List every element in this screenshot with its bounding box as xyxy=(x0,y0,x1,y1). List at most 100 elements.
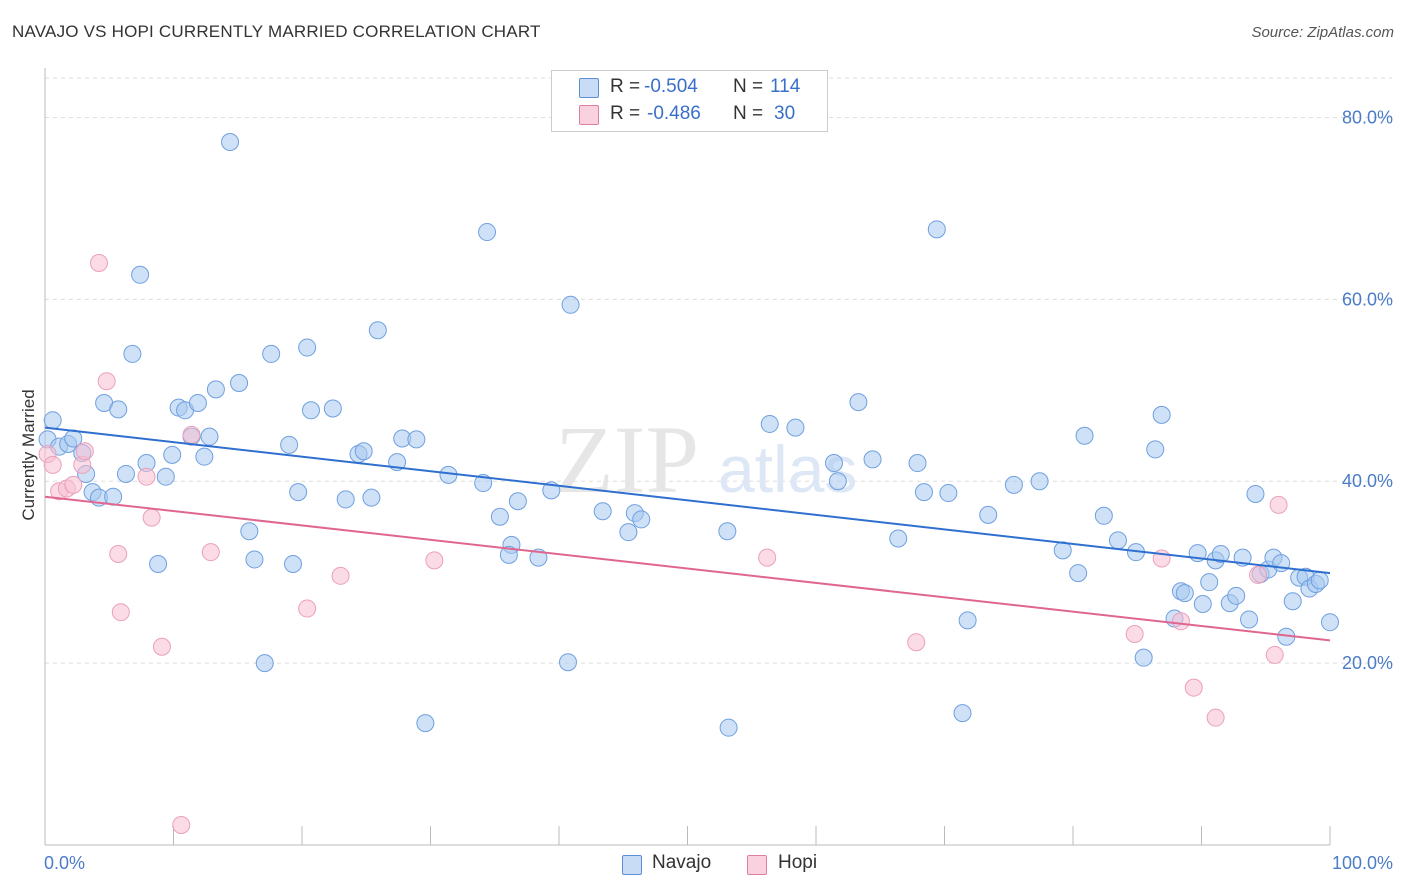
hopi-point xyxy=(109,544,128,563)
navajo-point xyxy=(289,483,308,502)
navajo-point xyxy=(262,344,281,363)
navajo-point xyxy=(1227,586,1246,605)
watermark-zip: ZIP xyxy=(555,406,699,513)
navajo-point xyxy=(188,394,207,413)
legend-n-label: N = xyxy=(733,103,764,124)
series-navajo-points xyxy=(38,133,1339,737)
navajo-point xyxy=(1200,573,1219,592)
navajo-point xyxy=(1069,564,1088,583)
navajo-point xyxy=(368,321,387,340)
hopi-point xyxy=(1125,625,1144,644)
navajo-point xyxy=(478,223,497,242)
navajo-point xyxy=(240,522,259,541)
navajo-point xyxy=(336,490,355,509)
x-tick-labels: 0.0% 100.0% xyxy=(44,853,1393,873)
y-tick-label: 80.0% xyxy=(1342,107,1393,127)
hopi-point xyxy=(201,543,220,562)
navajo-point xyxy=(474,474,493,493)
hopi-point xyxy=(758,548,777,567)
navajo-point xyxy=(416,714,435,733)
navajo-point xyxy=(116,464,135,483)
hopi-point xyxy=(137,467,156,486)
navajo-point xyxy=(407,430,426,449)
navajo-point xyxy=(1310,571,1329,590)
legend-swatch-hopi xyxy=(579,105,599,125)
hopi-point xyxy=(1184,678,1203,697)
bottom-legend-swatch-hopi xyxy=(747,855,767,875)
navajo-point xyxy=(561,295,580,314)
bottom-legend-navajo: Navajo xyxy=(652,852,712,873)
trend-line-hopi xyxy=(44,495,1331,642)
navajo-point xyxy=(939,484,958,503)
legend-r-value: -0.504 xyxy=(644,76,698,97)
navajo-point xyxy=(1134,648,1153,667)
navajo-point xyxy=(298,338,317,357)
bottom-legend-hopi: Hopi xyxy=(778,852,818,873)
navajo-point xyxy=(508,492,527,511)
hopi-point xyxy=(1249,565,1268,584)
navajo-point xyxy=(149,554,168,573)
navajo-point xyxy=(828,472,847,491)
navajo-point xyxy=(206,380,225,399)
navajo-point xyxy=(1152,405,1171,424)
navajo-point xyxy=(301,401,320,420)
navajo-point xyxy=(619,523,638,542)
navajo-point xyxy=(230,374,249,393)
navajo-point xyxy=(1004,475,1023,494)
navajo-point xyxy=(354,442,373,461)
y-axis-label: Currently Married xyxy=(19,389,38,520)
hopi-point xyxy=(111,603,130,622)
hopi-point xyxy=(907,633,926,652)
navajo-point xyxy=(632,510,651,529)
navajo-point xyxy=(927,220,946,239)
navajo-point xyxy=(1094,506,1113,525)
hopi-point xyxy=(1269,495,1288,514)
navajo-point xyxy=(718,522,737,541)
navajo-point xyxy=(245,550,264,569)
hopi-point xyxy=(64,475,83,494)
navajo-point xyxy=(123,344,142,363)
gridlines xyxy=(45,77,1392,664)
navajo-point xyxy=(719,718,738,737)
navajo-point xyxy=(1321,613,1339,632)
hopi-point xyxy=(75,442,94,461)
navajo-point xyxy=(280,435,299,454)
legend-r-label: R = xyxy=(610,76,641,97)
navajo-point xyxy=(889,529,908,548)
hopi-point xyxy=(182,425,201,444)
navajo-point xyxy=(979,505,998,524)
navajo-point xyxy=(200,427,219,446)
navajo-point xyxy=(195,447,214,466)
legend-swatch-navajo xyxy=(579,78,599,98)
legend-row-navajo: R = -0.504 N = 114 xyxy=(552,74,827,100)
navajo-point xyxy=(558,653,577,672)
source-attribution: Source: ZipAtlas.com xyxy=(1251,24,1394,41)
navajo-point xyxy=(1175,584,1194,603)
navajo-point xyxy=(131,265,150,284)
navajo-point xyxy=(1246,484,1265,503)
navajo-point xyxy=(323,399,342,418)
y-tick-label: 60.0% xyxy=(1342,289,1393,309)
legend-n-label: N = xyxy=(733,76,764,97)
hopi-point xyxy=(1171,612,1190,631)
navajo-point xyxy=(1030,472,1049,491)
legend-n-value: 30 xyxy=(774,103,796,124)
hopi-point xyxy=(152,637,171,656)
hopi-point xyxy=(142,508,161,527)
legend-n-value: 114 xyxy=(770,76,801,97)
hopi-point xyxy=(43,455,62,474)
x-tick-label: 0.0% xyxy=(44,853,85,873)
trend-lines xyxy=(44,426,1331,642)
navajo-point xyxy=(1283,592,1302,611)
navajo-point xyxy=(490,507,509,526)
navajo-point xyxy=(1240,610,1259,629)
correlation-legend: R = -0.504 N = 114 R = -0.486 N = 30 xyxy=(551,70,828,132)
navajo-point xyxy=(958,611,977,630)
legend-r-label: R = xyxy=(610,103,641,124)
navajo-point xyxy=(760,414,779,433)
navajo-point xyxy=(43,411,62,430)
navajo-point xyxy=(529,548,548,567)
navajo-point xyxy=(109,400,128,419)
navajo-point xyxy=(362,488,381,507)
